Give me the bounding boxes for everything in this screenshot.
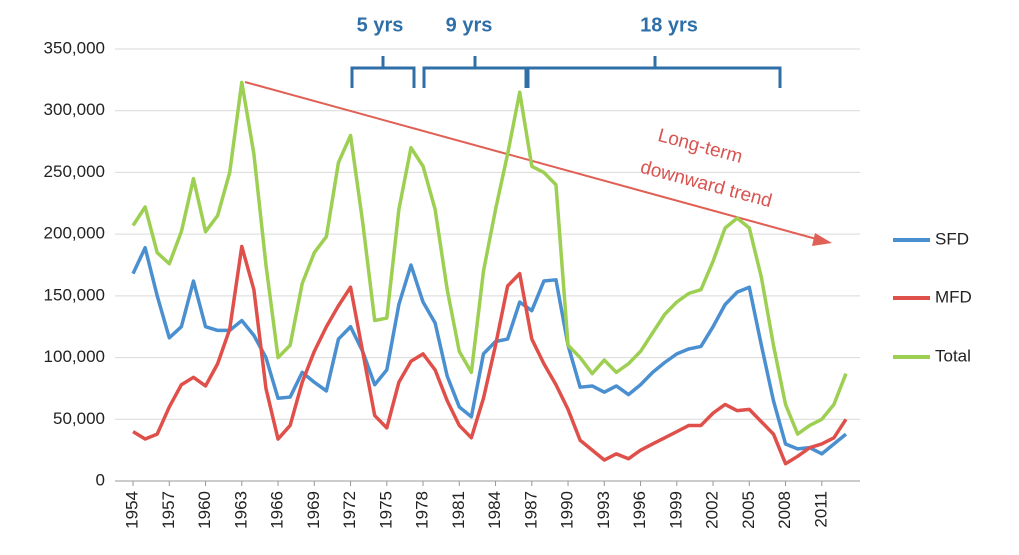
x-tick-label: 1969 xyxy=(304,491,323,529)
x-tick-label: 1975 xyxy=(376,491,395,529)
brace xyxy=(526,56,782,88)
y-tick-label: 200,000 xyxy=(44,224,105,243)
brace xyxy=(422,56,528,88)
x-tick-label: 1963 xyxy=(231,491,250,529)
y-tick-label: 350,000 xyxy=(44,38,105,57)
legend-label: SFD xyxy=(935,229,969,248)
x-tick-label: 2011 xyxy=(811,491,830,528)
x-tick-label: 1978 xyxy=(413,491,432,529)
x-tick-label: 1984 xyxy=(485,491,504,529)
y-tick-label: 0 xyxy=(96,470,105,489)
x-tick-label: 1960 xyxy=(195,491,214,529)
y-tick-label: 250,000 xyxy=(44,162,105,181)
x-tick-label: 2005 xyxy=(739,491,758,529)
x-tick-label: 1972 xyxy=(340,491,359,529)
x-tick-label: 2002 xyxy=(703,491,722,529)
grid xyxy=(115,48,860,482)
period-braces xyxy=(350,56,782,88)
y-tick-label: 150,000 xyxy=(44,285,105,304)
brace xyxy=(350,56,416,88)
series-line xyxy=(132,244,848,466)
x-tick-label: 1999 xyxy=(666,491,685,529)
x-tick-label: 1957 xyxy=(159,491,178,529)
annotation: 5 yrs xyxy=(357,14,404,36)
annotation: Long-term xyxy=(656,125,745,168)
y-tick-label: 100,000 xyxy=(44,347,105,366)
annotation: 9 yrs xyxy=(446,14,493,36)
annotation: downward trend xyxy=(638,157,774,212)
x-tick-label: 1966 xyxy=(268,491,287,529)
x-tick-label: 1954 xyxy=(123,491,142,529)
y-tick-label: 50,000 xyxy=(53,409,105,428)
y-tick-label: 300,000 xyxy=(44,100,105,119)
series-line xyxy=(131,80,848,436)
x-tick-label: 1981 xyxy=(449,491,468,529)
annotation: 18 yrs xyxy=(640,14,698,36)
x-tick-label: 1996 xyxy=(630,491,649,529)
legend-label: MFD xyxy=(935,287,972,306)
arrow-head xyxy=(812,233,832,246)
x-tick-label: 2008 xyxy=(775,491,794,529)
x-tick-label: 1987 xyxy=(521,491,540,529)
series-line xyxy=(131,245,848,456)
legend-label: Total xyxy=(935,346,971,365)
x-tick-label: 1990 xyxy=(558,491,577,529)
x-tick-label: 1993 xyxy=(594,491,613,529)
